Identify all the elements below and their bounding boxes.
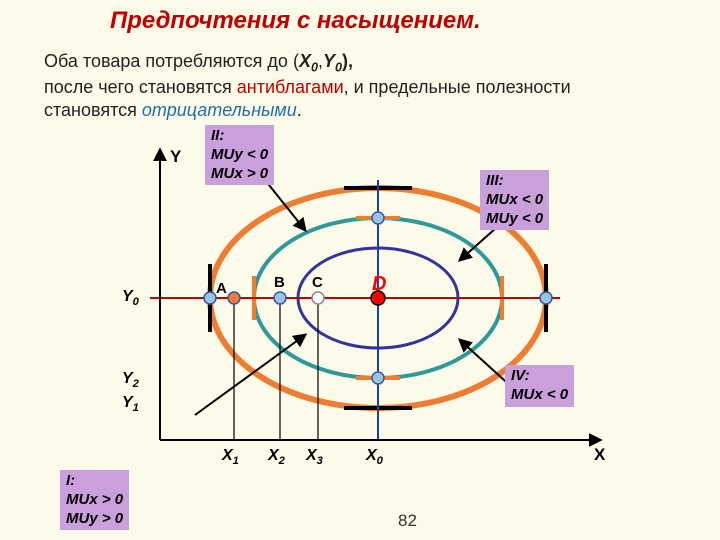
info-box-IV: IV: MUx < 0 (505, 365, 574, 407)
info-box-II: II: MUy < 0 MUx > 0 (205, 125, 274, 185)
point-label-C: C (312, 274, 323, 293)
info-box-III: III: MUx < 0 MUy < 0 (480, 170, 549, 230)
intro-text: Оба товара потребляются до (X0,Y0), посл… (44, 50, 571, 121)
page-number: 82 (398, 510, 417, 531)
ytick: Y0 (122, 287, 139, 309)
ytick: Y1 (122, 393, 139, 415)
xtick: X3 (306, 446, 323, 468)
point-label-A: A (216, 280, 227, 299)
ytick: Y2 (122, 369, 139, 391)
point-label-B: B (274, 274, 285, 293)
point-label-D: D (372, 272, 386, 297)
info-box-I: I: MUx > 0 MUy > 0 (60, 470, 129, 530)
xtick: X0 (366, 446, 383, 468)
title: Предпочтения с насыщением. (110, 6, 481, 36)
xtick: X1 (222, 446, 239, 468)
xtick: X2 (268, 446, 285, 468)
